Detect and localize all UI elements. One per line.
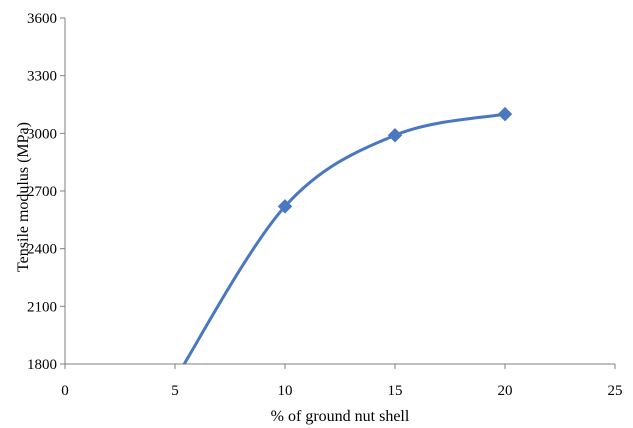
x-tick-label: 5 — [171, 383, 179, 399]
x-tick-label: 15 — [388, 383, 403, 399]
y-tick-label: 1800 — [27, 357, 57, 373]
y-axis-title: Tensile modulus (MPa) — [15, 122, 32, 272]
marker-layer — [277, 106, 513, 214]
data-point-marker — [497, 106, 513, 122]
y-tick-label: 2400 — [27, 242, 57, 258]
data-point-marker — [277, 199, 293, 214]
x-axis-ticks: 0 5 10 15 20 25 — [61, 364, 623, 399]
y-axis-ticks: 1800 2100 2400 2700 3000 3300 3600 — [27, 11, 65, 373]
x-axis-title: % of ground nut shell — [271, 408, 410, 425]
data-point-marker — [387, 128, 403, 143]
x-tick-label: 10 — [278, 383, 293, 399]
series-line — [182, 112, 507, 364]
y-tick-label: 2100 — [27, 299, 57, 315]
y-tick-label: 3000 — [27, 126, 57, 142]
x-tick-label: 20 — [498, 383, 513, 399]
y-tick-label: 3600 — [27, 11, 57, 27]
y-tick-label: 2700 — [27, 184, 57, 200]
y-tick-label: 3300 — [27, 69, 57, 85]
series-layer — [182, 112, 507, 364]
x-tick-label: 25 — [608, 383, 623, 399]
x-tick-label: 0 — [61, 383, 69, 399]
